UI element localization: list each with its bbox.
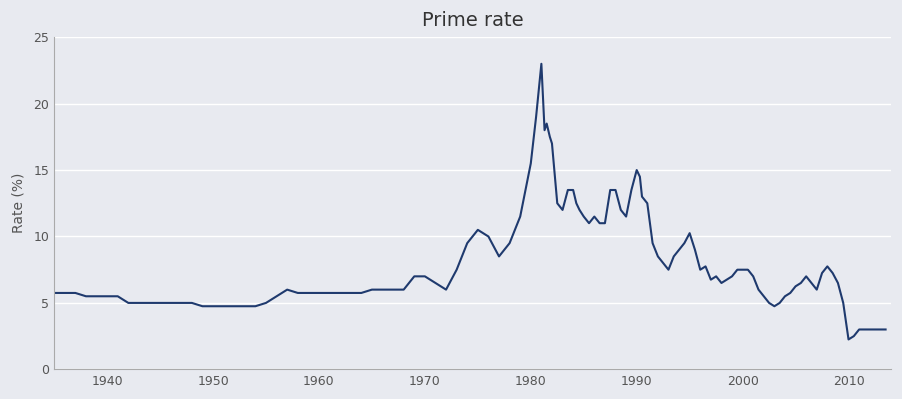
Y-axis label: Rate (%): Rate (%) <box>11 173 25 233</box>
Title: Prime rate: Prime rate <box>422 11 523 30</box>
